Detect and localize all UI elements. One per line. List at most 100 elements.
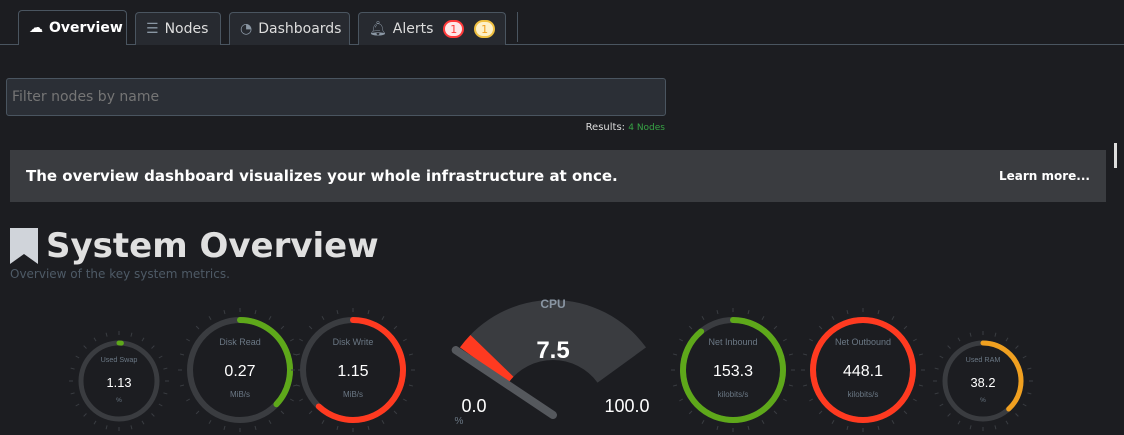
- gauge-tick: [1015, 345, 1019, 349]
- gauge-tick: [254, 309, 257, 315]
- gauge-fill: [680, 317, 786, 423]
- gauge-tick: [130, 332, 133, 337]
- server-icon: ☰: [146, 21, 159, 37]
- cpu-gauge-fill: [459, 334, 514, 383]
- cpu-gauge-track: [459, 300, 647, 383]
- tab-dashboards[interactable]: ◔ Dashboards: [229, 12, 350, 45]
- gauge-tick: [321, 316, 325, 321]
- gauge-cpu: CPU 7.5 0.0 100.0%: [451, 297, 650, 427]
- gauge-unit: MiB/s: [230, 390, 250, 399]
- gauge-tick: [336, 309, 339, 315]
- gauge-tick: [947, 413, 951, 417]
- gauge-net-outbound: Net Outbound 448.1 kilobits/s: [801, 308, 925, 432]
- gauge-tick: [782, 338, 787, 342]
- tab-nodes[interactable]: ☰ Nodes: [135, 12, 221, 45]
- gauge-tick: [1005, 420, 1009, 425]
- gauge-tick: [782, 398, 787, 402]
- gauge-tick: [994, 332, 997, 337]
- gauge-tick: [1027, 367, 1032, 370]
- gauge-tick: [268, 316, 272, 321]
- gauge-tick: [408, 384, 414, 387]
- gauge-tick: [877, 425, 880, 431]
- gauge-tick: [393, 325, 398, 330]
- tab-overview[interactable]: ☁ Overview: [18, 10, 127, 45]
- gauge-tick: [289, 338, 294, 342]
- gauge-tick: [105, 332, 108, 337]
- cpu-title: CPU: [540, 297, 565, 311]
- gauge-tick: [969, 332, 972, 337]
- gauge-tick: [151, 345, 155, 349]
- learn-more-link[interactable]: Learn more...: [998, 169, 1090, 183]
- gauge-value: 1.15: [337, 363, 368, 380]
- cpu-min: 0.0: [461, 396, 486, 416]
- cpu-needle-tip: [455, 349, 554, 416]
- gauge-fill: [980, 340, 1024, 412]
- gauge-tick: [802, 384, 808, 387]
- tab-alerts[interactable]: 🔔︎ Alerts 1 1: [358, 12, 506, 45]
- banner-text: The overview dashboard visualizes your w…: [26, 167, 618, 185]
- gauge-tick: [788, 384, 794, 387]
- cpu-unit: %: [455, 416, 464, 427]
- gauge-tick: [957, 337, 961, 342]
- gauge-used-ram: Used RAM 38.2%: [933, 331, 1033, 431]
- gauge-tick: [158, 403, 163, 407]
- gauge-tick: [179, 384, 185, 387]
- gauge-tick: [846, 425, 849, 431]
- gauge-tick: [367, 425, 370, 431]
- gauge-disk-write: Disk Write 1.15 MiB/s: [291, 308, 415, 432]
- gauge-tick: [268, 419, 272, 424]
- gauge-tick: [308, 325, 313, 330]
- tab-label: Nodes: [164, 21, 209, 37]
- gauge-value: 1.13: [107, 375, 132, 390]
- page-title: System Overview: [46, 226, 379, 266]
- gauge-tick: [788, 353, 794, 356]
- gauge-value: 153.3: [713, 363, 753, 380]
- gauge-tick: [747, 425, 750, 431]
- gauge-tick: [83, 345, 87, 349]
- gauge-tick: [831, 419, 835, 424]
- critical-alert-badge[interactable]: 1: [443, 20, 465, 38]
- gauge-title: Used Swap: [101, 355, 138, 364]
- filter-nodes-input[interactable]: [6, 78, 666, 116]
- gauge-tick: [969, 425, 972, 430]
- gauge-tick: [292, 384, 298, 387]
- gauge-tick: [70, 367, 75, 370]
- gauge-value: 448.1: [843, 363, 883, 380]
- gauge-tick: [179, 353, 185, 356]
- gauge-tick: [802, 353, 808, 356]
- gauge-tick: [130, 425, 133, 430]
- gauge-unit: %: [116, 397, 122, 404]
- gauge-tick: [903, 410, 908, 415]
- gauge-tick: [891, 419, 895, 424]
- gauge-tick: [402, 338, 407, 342]
- gauge-tick: [818, 410, 823, 415]
- gauge-tick: [831, 316, 835, 321]
- gauge-tick: [934, 367, 939, 370]
- cpu-max: 100.0: [604, 396, 649, 416]
- gauge-tick: [141, 420, 145, 425]
- gauge-tick: [1015, 413, 1019, 417]
- gauge-tick: [208, 419, 212, 424]
- gauge-tick: [208, 316, 212, 321]
- overview-icon: ☁: [29, 20, 43, 36]
- gauge-icon: ◔: [240, 21, 253, 37]
- gauge-tick: [105, 425, 108, 430]
- gauge-net-inbound: Net Inbound 153.3 kilobits/s: [671, 308, 795, 432]
- gauge-tick: [818, 325, 823, 330]
- gauge-tick: [75, 403, 80, 407]
- gauge-tick: [688, 325, 693, 330]
- gauge-tick: [1027, 392, 1032, 395]
- gauge-tick: [163, 392, 168, 395]
- gauge-tick: [1022, 355, 1027, 359]
- gauge-tick: [912, 398, 917, 402]
- scrollbar[interactable]: [1114, 143, 1117, 168]
- gauge-tick: [299, 398, 304, 402]
- gauge-tick: [93, 337, 97, 342]
- gauge-tick: [679, 338, 684, 342]
- gauge-tick: [254, 425, 257, 431]
- warning-alert-badge[interactable]: 1: [474, 20, 495, 38]
- gauge-tick: [809, 338, 814, 342]
- gauge-title: Disk Read: [219, 337, 261, 347]
- gauge-tick: [877, 309, 880, 315]
- gauge-tick: [308, 410, 313, 415]
